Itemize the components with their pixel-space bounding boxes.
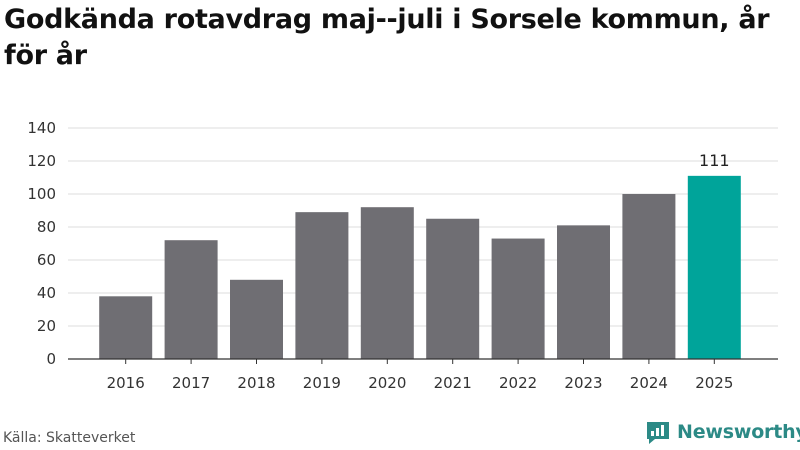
brand: Newsworthy [645,419,800,445]
y-axis-tick-labels: 0 20 40 60 80 100 120 140 [27,119,56,368]
source-note: Källa: Skatteverket [3,430,136,446]
x-tick-label: 2016 [107,374,145,392]
x-tick-label: 2021 [434,374,472,392]
x-tick-label: 2018 [237,374,275,392]
brand-name: Newsworthy [677,421,800,443]
y-tick-label: 0 [46,350,56,368]
x-tick-label: 2017 [172,374,210,392]
bar-2023 [557,225,610,359]
bar-2022 [491,238,545,359]
x-tick-label: 2022 [499,374,537,392]
data-label: 111 [699,151,730,170]
x-tick-label: 2020 [368,374,406,392]
y-tick-label: 120 [27,152,56,170]
bar-2024 [622,194,676,359]
bar-2021 [426,218,480,359]
y-tick-label: 60 [37,251,56,269]
x-tick-label: 2023 [564,374,602,392]
bar-2020 [360,207,414,359]
bar-2017 [164,240,218,359]
y-tick-label: 40 [37,284,56,302]
y-tick-label: 140 [27,119,56,137]
bar-2025 [687,175,741,359]
x-tick-label: 2019 [303,374,341,392]
x-tick-label: 2024 [630,374,668,392]
y-tick-label: 20 [37,317,56,335]
bar-2016 [99,296,153,359]
newsworthy-logo-icon [647,422,669,444]
x-axis-tick-labels: 2016 2017 2018 2019 2020 2021 2022 2023 2024 2025 [107,359,733,392]
bars [99,175,741,359]
x-tick-label: 2025 [695,374,733,392]
bar-2018 [230,279,283,359]
chart-title: Godkända rotavdrag maj--juli i Sorsele k… [4,4,770,71]
y-tick-label: 100 [27,185,56,203]
data-labels: 111 [699,151,730,170]
bar-2019 [295,212,349,359]
y-tick-label: 80 [37,218,56,236]
